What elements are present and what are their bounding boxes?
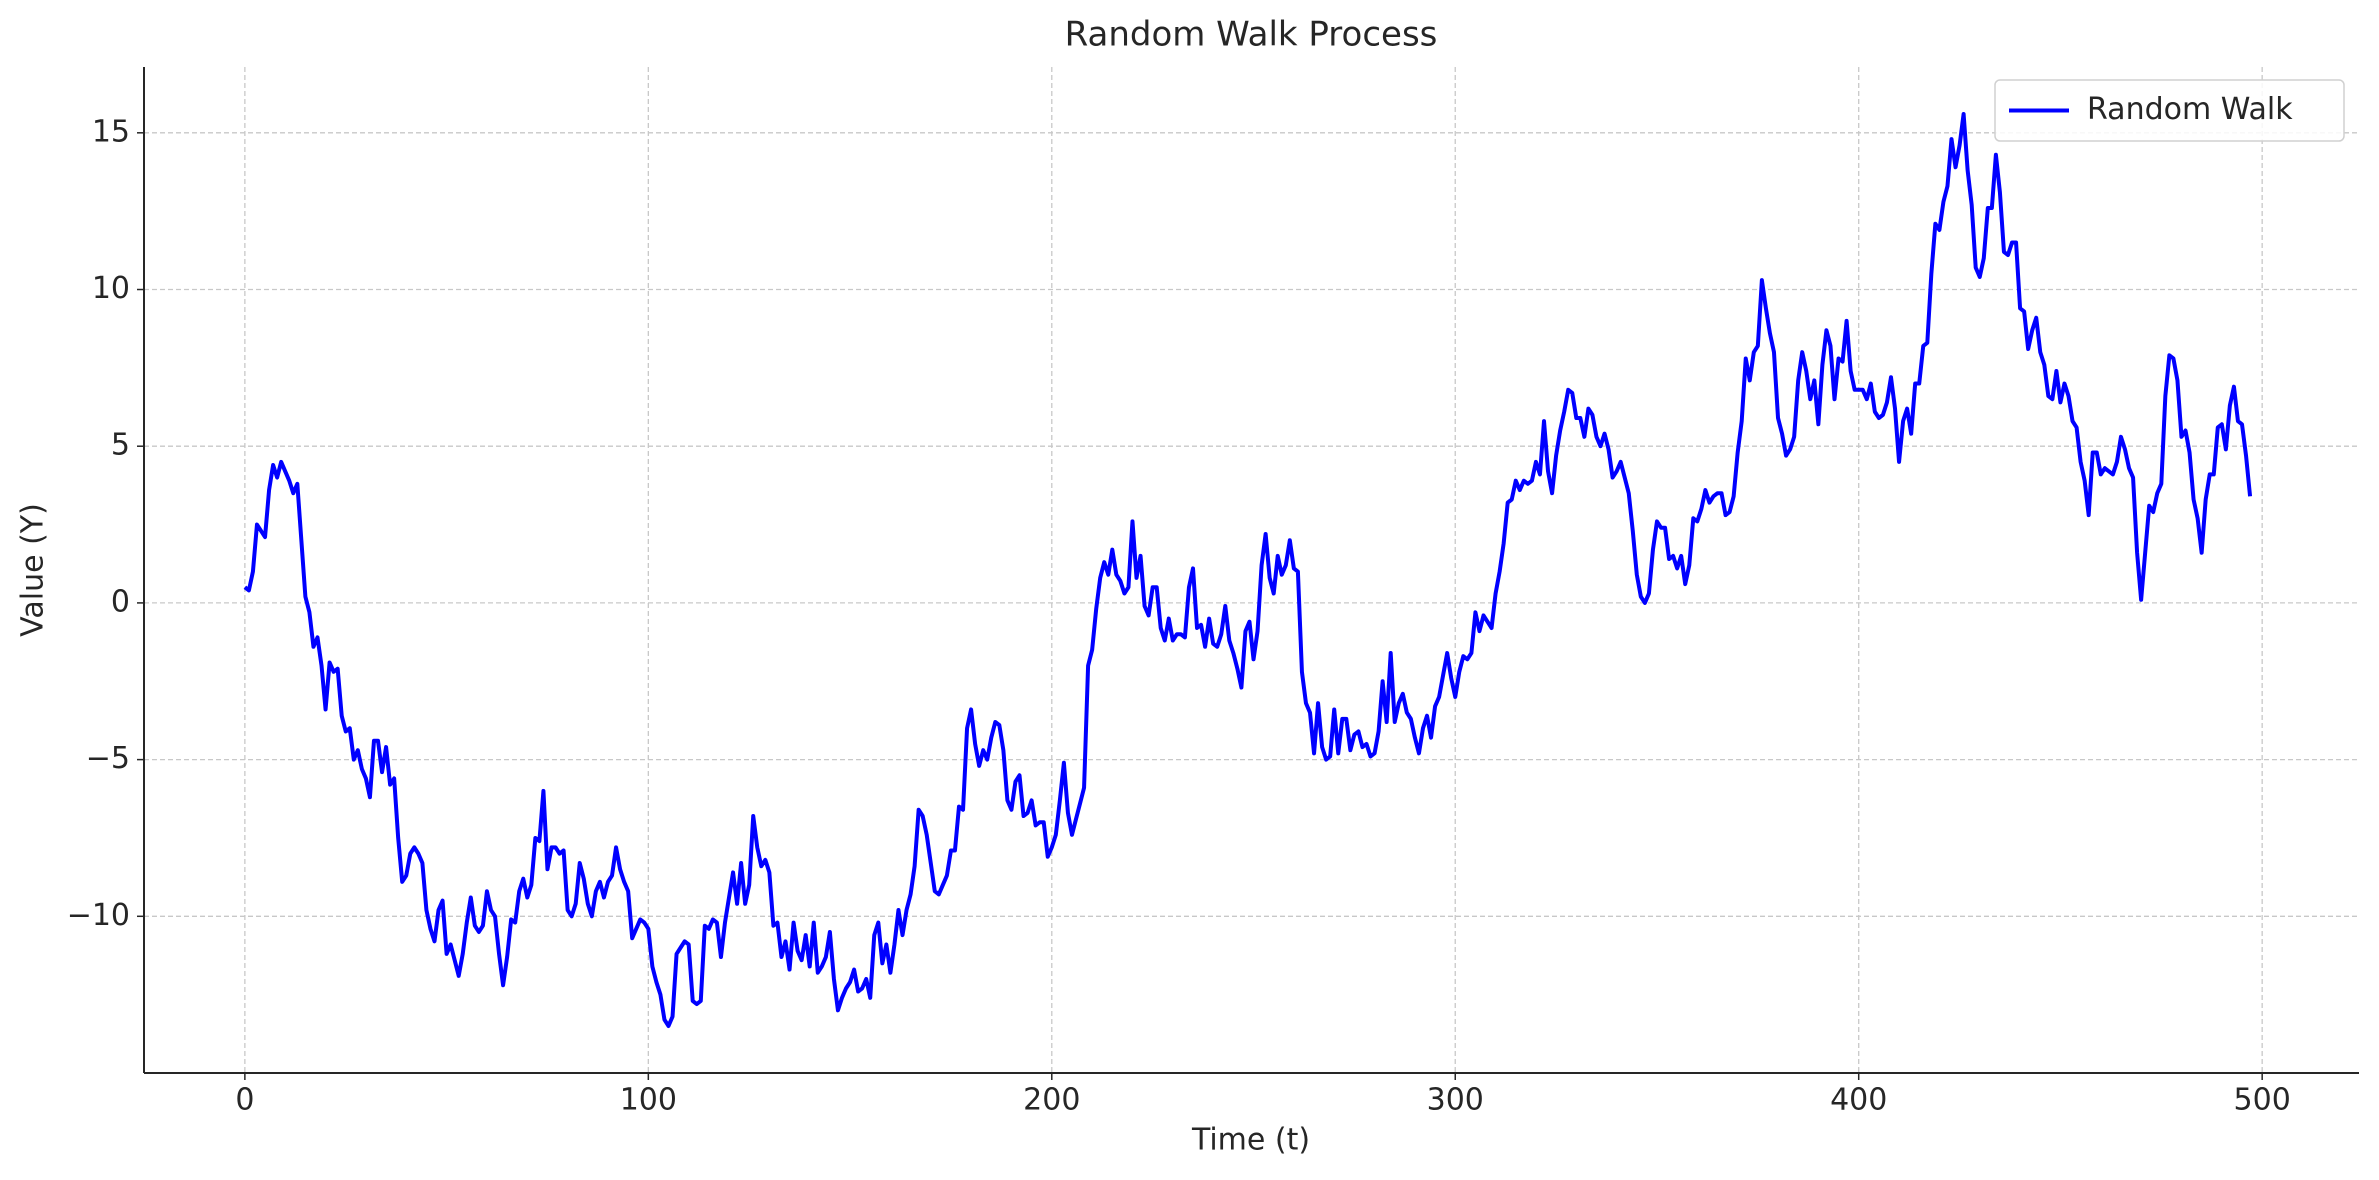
y-axis-label: Value (Y) — [16, 503, 51, 637]
y-tick-label: 15 — [92, 114, 130, 149]
chart-title: Random Walk Process — [1065, 15, 1438, 55]
legend-box — [1994, 79, 2345, 142]
y-tick-label: −10 — [67, 898, 130, 933]
x-tick-label: 300 — [1427, 1083, 1484, 1118]
legend: Random Walk — [1994, 79, 2345, 142]
x-tick-label: 200 — [1023, 1083, 1080, 1118]
x-tick-label: 400 — [1830, 1083, 1887, 1118]
legend-label: Random Walk — [2087, 92, 2293, 127]
y-tick-label: 5 — [111, 428, 130, 463]
data-line — [243, 112, 2253, 1028]
x-tick-label: 500 — [2234, 1083, 2291, 1118]
x-axis-label: Time (t) — [1191, 1123, 1310, 1158]
x-tick-label: 0 — [235, 1083, 254, 1118]
x-tick-label: 100 — [620, 1083, 677, 1118]
y-tick-label: 10 — [92, 271, 130, 306]
y-tick-label: −5 — [86, 741, 130, 776]
y-tick-label: 0 — [111, 584, 130, 619]
